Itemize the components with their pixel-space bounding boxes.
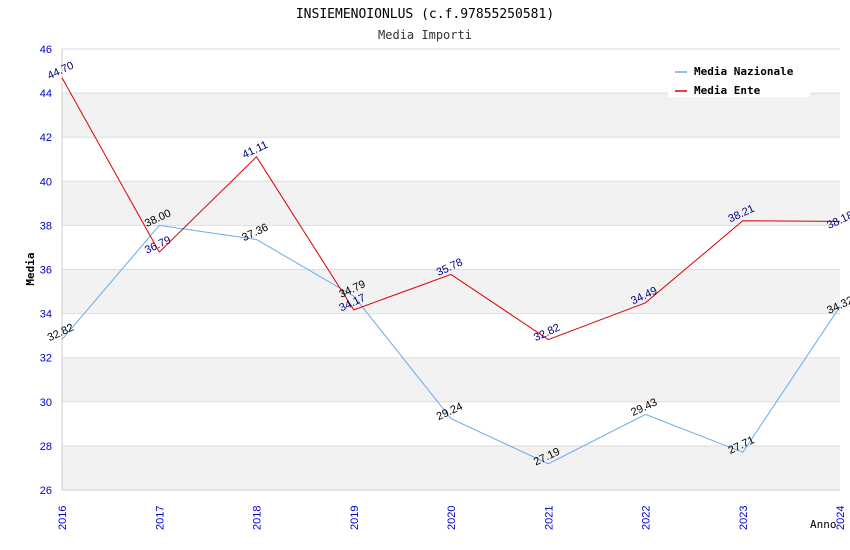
grid-band — [62, 445, 840, 490]
y-tick-label: 42 — [40, 132, 52, 144]
series-line-media-nazionale — [61, 224, 841, 465]
x-tick-labels: 2016 2017 2018 2019 2020 2021 2022 2023 2024 — [57, 506, 847, 530]
x-axis-title: Anno — [810, 518, 837, 531]
y-tick-labels: 26 28 30 32 34 36 38 40 42 44 46 — [40, 44, 52, 497]
x-tick-label: 2020 — [446, 506, 458, 530]
x-tick-label: 2023 — [738, 506, 750, 530]
data-label: 32.82 — [46, 322, 76, 345]
x-tick-label: 2017 — [154, 506, 166, 530]
y-tick-label: 38 — [40, 220, 52, 232]
grid-band — [62, 93, 840, 138]
legend-label-media-nazionale: Media Nazionale — [694, 65, 794, 78]
y-tick-label: 26 — [40, 485, 52, 497]
x-tick-label: 2024 — [835, 506, 847, 530]
y-tick-label: 44 — [40, 88, 52, 100]
legend-label-media-ente: Media Ente — [694, 84, 761, 97]
y-axis-title: Media — [24, 252, 37, 285]
data-label: 32.82 — [532, 322, 562, 345]
x-tick-label: 2016 — [57, 506, 69, 530]
plot-background-bands — [62, 93, 840, 490]
y-tick-label: 28 — [40, 441, 52, 453]
grid-band — [62, 357, 840, 402]
chart-title: INSIEMENOIONLUS (c.f.97855250581) — [296, 7, 554, 22]
x-tick-label: 2021 — [543, 506, 555, 530]
legend-box — [668, 59, 810, 97]
y-tick-label: 46 — [40, 44, 52, 56]
x-tick-label: 2022 — [641, 506, 653, 530]
data-label: 36.79 — [143, 234, 173, 257]
x-tick-label: 2018 — [252, 506, 264, 530]
y-tick-label: 34 — [40, 309, 52, 321]
grid-band — [62, 269, 840, 314]
y-tick-label: 32 — [40, 353, 52, 365]
legend: Media Nazionale Media Ente — [668, 59, 810, 97]
chart-subtitle: Media Importi — [378, 28, 472, 42]
y-tick-label: 36 — [40, 265, 52, 277]
y-tick-label: 30 — [40, 397, 52, 409]
grid-band — [62, 181, 840, 226]
axes — [61, 49, 840, 491]
data-label: 44.70 — [46, 60, 76, 83]
y-tick-label: 40 — [40, 176, 52, 188]
series-lines — [61, 77, 841, 465]
series-line-media-ente — [61, 77, 841, 341]
x-tick-label: 2019 — [349, 506, 361, 530]
